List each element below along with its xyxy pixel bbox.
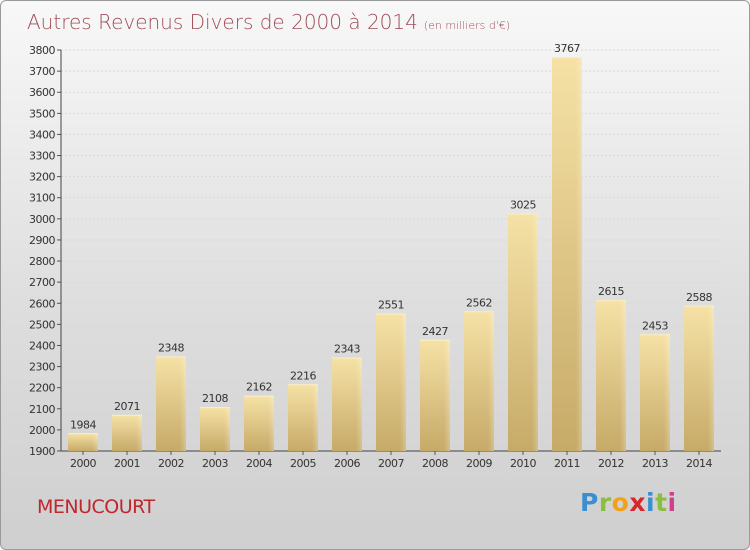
bar-value-label: 2343 [334, 343, 360, 356]
y-tick-label: 3600 [29, 86, 55, 99]
y-tick-label: 2100 [29, 403, 55, 416]
x-tick-label: 2003 [202, 457, 228, 470]
logo-letter: i [667, 488, 677, 517]
y-tick-label: 2000 [29, 424, 55, 437]
logo-letter: t [655, 488, 668, 517]
bar-value-label: 2216 [290, 369, 316, 382]
y-tick-label: 2600 [29, 297, 55, 310]
y-tick-label: 2400 [29, 339, 55, 352]
bar-highlight [708, 305, 714, 451]
x-tick-label: 2002 [158, 457, 184, 470]
logo-letter: r [598, 488, 612, 517]
y-tick-label: 3300 [29, 150, 55, 163]
bar-highlight [136, 414, 142, 451]
bar-highlight [92, 433, 98, 451]
bar [68, 433, 98, 451]
chart-title-text: Autres Revenus Divers de 2000 à 2014 [27, 10, 418, 34]
bar-highlight [620, 300, 626, 451]
bar-value-label: 2615 [598, 285, 624, 298]
y-tick-label: 3800 [29, 44, 55, 57]
bar-layer [68, 56, 714, 452]
x-tick-label: 2008 [422, 457, 448, 470]
bar-value-label: 2108 [202, 392, 228, 405]
bar-value-label: 2348 [158, 341, 184, 354]
bar-highlight [268, 395, 274, 451]
bar-value-label: 3025 [510, 199, 536, 212]
label-layer: 1984 2071 2348 2108 2162 2216 2343 2551 2427 2562… [70, 42, 713, 431]
bar-highlight [312, 384, 318, 451]
bar-highlight [180, 356, 186, 451]
bar-value-label: 3767 [554, 42, 580, 55]
axis-layer: 1900 2000 2100 2200 2300 2400 2500 2600 2700 2800… [29, 44, 721, 470]
x-tick-label: 2007 [378, 457, 404, 470]
y-tick-label: 3400 [29, 128, 55, 141]
chart-subtitle: (en milliers d'€) [423, 19, 511, 32]
city-name: MENUCOURT [37, 496, 155, 518]
bar-highlight [224, 407, 230, 451]
bar-highlight [488, 311, 494, 451]
logo-letter: i [646, 488, 656, 517]
y-tick-label: 3200 [29, 171, 55, 184]
x-tick-label: 2004 [246, 457, 272, 470]
y-tick-label: 3000 [29, 213, 55, 226]
bar-value-label: 2588 [686, 291, 712, 304]
x-tick-label: 2001 [114, 457, 140, 470]
bar-value-label: 2453 [642, 319, 668, 332]
x-tick-label: 2000 [70, 457, 96, 470]
x-tick-label: 2009 [466, 457, 492, 470]
bar-highlight [444, 339, 450, 451]
bar-highlight [400, 313, 406, 451]
x-tick-label: 2013 [642, 457, 668, 470]
y-tick-label: 2200 [29, 382, 55, 395]
x-tick-label: 2014 [686, 457, 712, 470]
bar-highlight [532, 213, 538, 451]
logo-letter: o [611, 488, 630, 517]
logo-letter: P [580, 488, 599, 517]
logo-letter: x [629, 488, 646, 517]
y-tick-label: 2800 [29, 255, 55, 268]
y-tick-label: 2500 [29, 318, 55, 331]
y-tick-label: 3100 [29, 192, 55, 205]
bar-highlight [356, 357, 362, 451]
y-tick-label: 2900 [29, 234, 55, 247]
chart-title: Autres Revenus Divers de 2000 à 2014 (en … [27, 10, 510, 34]
x-tick-label: 2005 [290, 457, 316, 470]
proxiti-logo: Proxiti [580, 488, 677, 517]
y-tick-label: 3500 [29, 107, 55, 120]
bar-highlight [664, 334, 670, 451]
bar-value-label: 2071 [114, 400, 140, 413]
bar-value-label: 2162 [246, 381, 272, 394]
x-tick-label: 2010 [510, 457, 536, 470]
bar-value-label: 1984 [70, 418, 96, 431]
y-tick-label: 1900 [29, 445, 55, 458]
y-tick-label: 2700 [29, 276, 55, 289]
bar-value-label: 2427 [422, 325, 448, 338]
y-tick-label: 3700 [29, 65, 55, 78]
x-tick-label: 2006 [334, 457, 360, 470]
bar-value-label: 2562 [466, 296, 492, 309]
bar-value-label: 2551 [378, 299, 404, 312]
x-tick-label: 2011 [554, 457, 580, 470]
y-tick-label: 2300 [29, 361, 55, 374]
x-tick-label: 2012 [598, 457, 624, 470]
bar-highlight [576, 56, 582, 452]
